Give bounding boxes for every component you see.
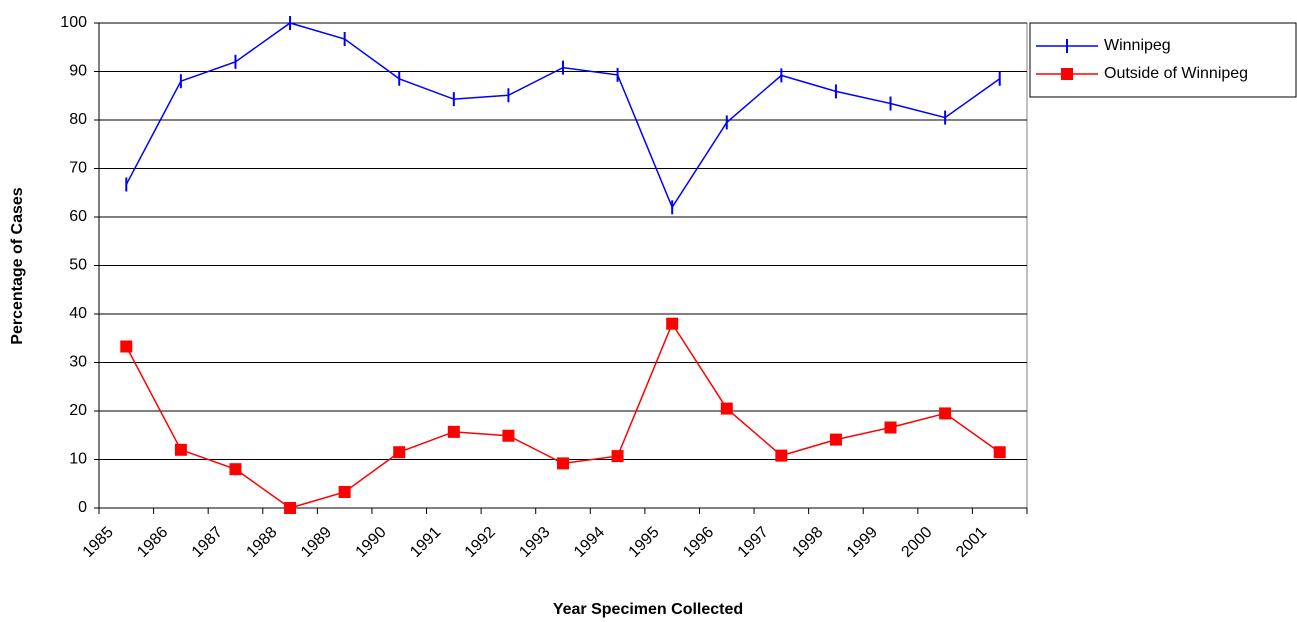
x-tick-label: 1993 bbox=[516, 524, 553, 561]
data-point bbox=[393, 446, 406, 459]
x-tick-label: 1995 bbox=[626, 524, 663, 561]
x-tick-label: 1985 bbox=[80, 524, 117, 561]
x-tick-label: 1991 bbox=[407, 524, 444, 561]
data-point bbox=[829, 433, 842, 446]
data-point bbox=[775, 449, 788, 462]
data-point bbox=[666, 317, 679, 330]
x-tick-label: 1996 bbox=[680, 524, 717, 561]
y-tick-label: 100 bbox=[60, 14, 87, 31]
y-tick-label: 40 bbox=[69, 305, 87, 322]
legend-marker bbox=[1061, 68, 1073, 80]
series-line bbox=[125, 22, 1001, 209]
y-tick-label: 10 bbox=[69, 451, 87, 468]
data-point bbox=[229, 463, 242, 476]
x-tick-label: 1992 bbox=[462, 524, 499, 561]
y-tick-label: 20 bbox=[69, 402, 87, 419]
legend-label: Winnipeg bbox=[1104, 37, 1171, 54]
y-tick-label: 70 bbox=[69, 160, 87, 177]
y-tick-label: 0 bbox=[78, 499, 87, 516]
x-tick-label: 1994 bbox=[571, 524, 608, 561]
x-axis-title: Year Specimen Collected bbox=[553, 601, 743, 618]
x-tick-label: 1999 bbox=[844, 524, 881, 561]
series-line bbox=[125, 322, 1001, 509]
data-point bbox=[338, 485, 351, 498]
legend-box bbox=[1029, 22, 1297, 98]
x-tick-label: 1988 bbox=[243, 524, 280, 561]
data-point bbox=[284, 502, 297, 514]
x-tick-label: 1990 bbox=[353, 524, 390, 561]
data-point bbox=[993, 446, 1006, 459]
data-point bbox=[720, 402, 733, 415]
x-tick-label: 1986 bbox=[134, 524, 171, 561]
data-point bbox=[120, 340, 133, 353]
x-tick-label: 1987 bbox=[189, 524, 226, 561]
x-tick-label: 1997 bbox=[735, 524, 772, 561]
y-axis-title: Percentage of Cases bbox=[9, 187, 26, 345]
x-tick-label: 2000 bbox=[898, 524, 935, 561]
data-point bbox=[611, 450, 624, 463]
y-tick-label: 30 bbox=[69, 354, 87, 371]
data-point bbox=[447, 425, 460, 438]
legend-label: Outside of Winnipeg bbox=[1104, 65, 1248, 82]
x-tick-label: 1989 bbox=[298, 524, 335, 561]
y-tick-label: 90 bbox=[69, 63, 87, 80]
data-point bbox=[884, 421, 897, 434]
y-tick-label: 50 bbox=[69, 257, 87, 274]
y-tick-label: 60 bbox=[69, 208, 87, 225]
data-point bbox=[174, 443, 187, 456]
y-tick-label: 80 bbox=[69, 111, 87, 128]
x-tick-label: 2001 bbox=[953, 524, 990, 561]
data-point bbox=[502, 429, 515, 442]
data-point bbox=[557, 457, 569, 470]
x-tick-label: 1998 bbox=[789, 524, 826, 561]
data-point bbox=[939, 407, 952, 420]
